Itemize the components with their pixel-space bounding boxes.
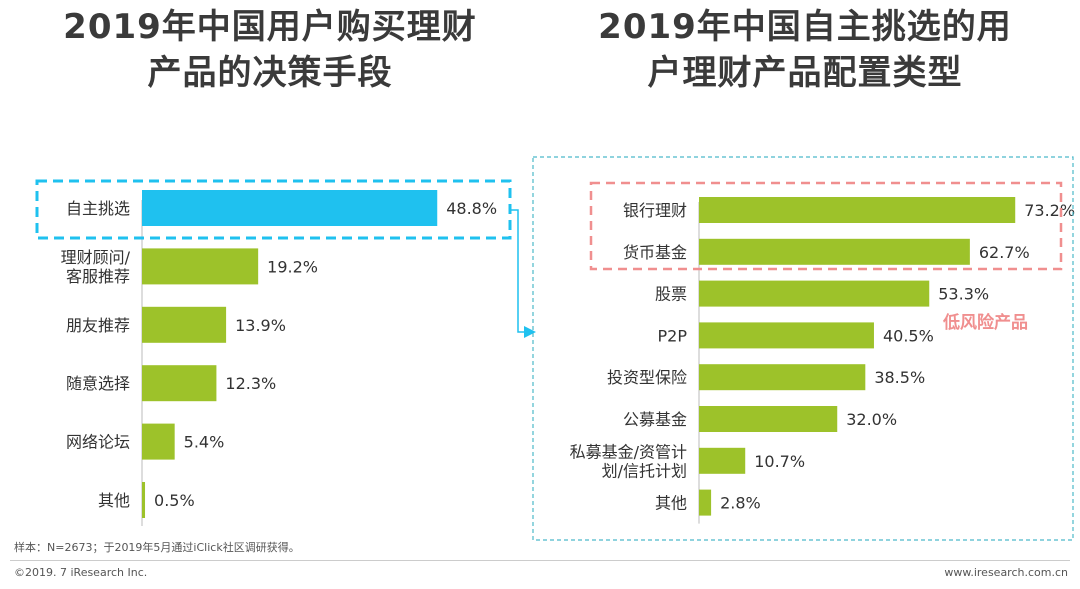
right-chart-title: 2019年中国自主挑选的用 户理财产品配置类型 xyxy=(555,4,1055,96)
value-label-7: 2.8% xyxy=(720,494,761,513)
bar-4 xyxy=(142,423,175,460)
category-label-2-line-0: 朋友推荐 xyxy=(66,316,130,335)
chart-decorations: 低风险产品 xyxy=(35,156,1074,541)
right-bar-chart: 73.2% 银行理财 62.7% 货币基金 53.3% 股票 40.5% P2P 38.5% 投资… xyxy=(570,197,1075,524)
bar-0 xyxy=(699,197,1016,223)
right-title-line-1: 2019年中国自主挑选的用 xyxy=(598,7,1012,47)
right-title-line-2: 户理财产品配置类型 xyxy=(647,53,963,93)
bar-6 xyxy=(699,447,746,474)
value-label-1: 19.2% xyxy=(267,257,318,276)
category-label-2-line-0: 股票 xyxy=(655,285,687,304)
category-label-5-line-0: 公募基金 xyxy=(623,410,687,429)
category-label-6-line-1: 划/信托计划 xyxy=(602,461,687,480)
value-label-3: 12.3% xyxy=(225,374,276,393)
bar-5 xyxy=(699,406,838,432)
value-label-2: 13.9% xyxy=(235,316,286,335)
category-label-1-line-1: 客服推荐 xyxy=(66,267,130,286)
value-label-0: 73.2% xyxy=(1024,201,1075,220)
value-label-4: 38.5% xyxy=(874,368,925,387)
category-label-3-line-0: P2P xyxy=(658,326,688,345)
category-label-1-line-0: 货币基金 xyxy=(623,243,687,262)
bar-7 xyxy=(699,489,712,516)
left-title-line-1: 2019年中国用户购买理财 xyxy=(63,7,477,47)
value-label-1: 62.7% xyxy=(979,243,1030,262)
value-label-4: 5.4% xyxy=(184,433,225,452)
copyright-text: ©2019. 7 iResearch Inc. xyxy=(14,566,148,579)
website-link[interactable]: www.iresearch.com.cn xyxy=(944,566,1068,579)
bar-3 xyxy=(699,322,874,349)
low-risk-annotation: 低风险产品 xyxy=(942,312,1028,333)
value-label-5: 32.0% xyxy=(846,410,897,429)
right-panel-border xyxy=(532,156,1074,541)
left-bar-chart: 48.8% 自主挑选 19.2% 理财顾问/客服推荐 13.9% 朋友推荐 12.3% 随意选… xyxy=(61,190,497,526)
sample-note: 样本：N=2673；于2019年5月通过iClick社区调研获得。 xyxy=(14,541,300,554)
bar-4 xyxy=(699,364,866,391)
bar-2 xyxy=(699,280,930,307)
bar-3 xyxy=(142,365,217,402)
value-label-5: 0.5% xyxy=(154,491,195,510)
category-label-3-line-0: 随意选择 xyxy=(66,374,130,393)
low-risk-highlight-box xyxy=(589,181,1063,271)
category-label-4-line-0: 网络论坛 xyxy=(66,433,130,452)
connector-arrow xyxy=(510,209,536,338)
category-label-4-line-0: 投资型保险 xyxy=(607,368,687,387)
bar-0 xyxy=(142,190,438,226)
category-label-0-line-0: 银行理财 xyxy=(623,201,687,220)
bar-2 xyxy=(142,306,227,343)
category-label-6-line-0: 私募基金/资管计 xyxy=(570,442,687,461)
value-label-2: 53.3% xyxy=(938,285,989,304)
value-label-3: 40.5% xyxy=(883,326,934,345)
left-title-line-2: 产品的决策手段 xyxy=(147,53,393,93)
category-label-1-line-0: 理财顾问/ xyxy=(61,248,131,267)
bar-5 xyxy=(142,482,146,518)
value-label-0: 48.8% xyxy=(446,199,497,218)
bar-1 xyxy=(699,238,970,265)
value-label-6: 10.7% xyxy=(754,452,805,471)
left-chart-title: 2019年中国用户购买理财 产品的决策手段 xyxy=(20,4,520,96)
category-label-7-line-0: 其他 xyxy=(655,494,687,513)
category-label-0-line-0: 自主挑选 xyxy=(66,199,130,218)
footer-divider xyxy=(10,560,1070,561)
category-label-5-line-0: 其他 xyxy=(98,491,130,510)
bar-1 xyxy=(142,248,259,285)
